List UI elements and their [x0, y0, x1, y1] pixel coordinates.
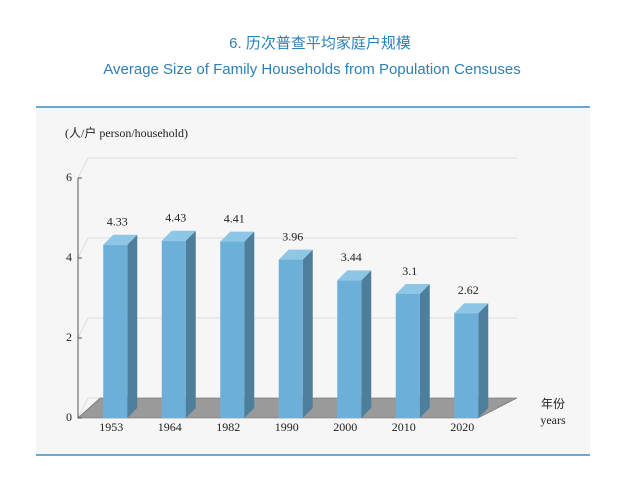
bar-side	[127, 234, 138, 418]
x-tick-label: 2010	[392, 420, 416, 434]
x-tick-label: 2000	[333, 420, 357, 434]
bar-top	[278, 249, 313, 260]
bar	[454, 313, 479, 418]
bar-top	[220, 231, 255, 242]
x-tick-label: 1990	[275, 420, 299, 434]
bar	[278, 259, 303, 418]
x-tick-label: 1953	[99, 420, 123, 434]
bar-side	[361, 270, 372, 418]
y-tick-label: 4	[66, 250, 72, 264]
bar-side	[478, 303, 489, 418]
data-label: 2.62	[458, 283, 479, 297]
x-axis-title: 年份	[541, 397, 565, 411]
bar	[161, 240, 186, 418]
bar-top	[395, 284, 430, 294]
bar-side	[419, 284, 430, 418]
x-axis-title: years	[540, 413, 566, 427]
x-tick-label: 1982	[216, 420, 240, 434]
chart-subtitle: Average Size of Family Households from P…	[103, 61, 520, 78]
bar-side	[302, 249, 313, 418]
grid-line	[77, 157, 89, 179]
x-tick-label: 2020	[450, 420, 474, 434]
data-label: 3.96	[282, 229, 303, 243]
grid-line	[77, 397, 89, 419]
data-label: 4.33	[107, 215, 128, 229]
bar	[337, 280, 362, 418]
grid-line	[77, 237, 89, 259]
chart-title: 6. 历次普查平均家庭户规模	[229, 35, 411, 52]
bar-top	[161, 230, 196, 241]
y-tick-label: 0	[66, 410, 72, 424]
y-tick-label: 2	[66, 330, 72, 344]
grid-line	[77, 317, 89, 339]
bar	[395, 294, 420, 418]
bar-side	[185, 230, 196, 418]
bar	[103, 244, 128, 418]
x-tick-label: 1964	[158, 420, 182, 434]
bar-top	[103, 234, 138, 245]
data-label: 3.44	[341, 250, 362, 264]
data-label: 4.43	[165, 211, 186, 225]
bar-top	[337, 270, 372, 281]
data-label: 4.41	[224, 211, 245, 225]
bar	[220, 241, 245, 418]
y-tick-label: 6	[66, 170, 72, 184]
bar-side	[244, 231, 255, 418]
y-axis-title: (人/户 person/household)	[65, 125, 188, 140]
data-label: 3.1	[402, 264, 417, 278]
bar-top	[454, 303, 489, 314]
